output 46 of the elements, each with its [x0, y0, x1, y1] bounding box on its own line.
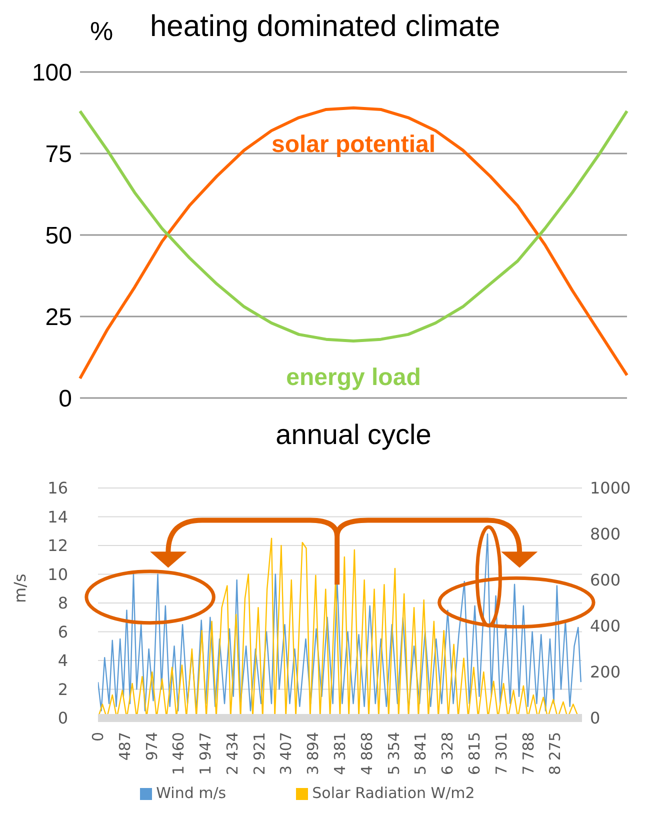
- y-tick-label: 14: [48, 507, 68, 526]
- y-tick-label: 6: [58, 622, 68, 642]
- x-tick-label: 7 788: [519, 732, 538, 775]
- x-tick-label: 2 434: [223, 732, 242, 775]
- y-tick-label: 25: [45, 304, 72, 332]
- x-tick-label: 1 947: [196, 732, 215, 775]
- y-axis-title: %: [90, 16, 114, 47]
- y-tick-label: 16: [48, 478, 68, 498]
- y2-tick-label: 0: [590, 708, 600, 728]
- series-label: energy load: [286, 364, 421, 391]
- x-tick-label: 4 381: [331, 732, 350, 775]
- x-tick-label: 8 275: [546, 732, 564, 775]
- y-tick-label: 100: [32, 60, 72, 87]
- y-tick-label: 2: [58, 680, 68, 699]
- y-tick-label: 8: [58, 594, 68, 613]
- x-tick-label: 5 354: [384, 732, 403, 775]
- y2-tick-label: 200: [590, 662, 621, 682]
- x-tick-label: 7 301: [492, 732, 510, 775]
- y2-tick-label: 400: [590, 616, 621, 636]
- chart-title: heating dominated climate: [150, 10, 500, 44]
- y2-tick-label: 600: [590, 570, 621, 590]
- x-axis-title: annual cycle: [276, 419, 432, 450]
- legend-label: Wind m/s: [156, 784, 226, 802]
- x-tick-label: 4 868: [358, 732, 376, 775]
- x-tick-label: 1 460: [170, 732, 188, 775]
- x-tick-label: 487: [116, 732, 134, 761]
- y-tick-label: 4: [58, 651, 68, 670]
- y-tick-label: 0: [58, 386, 72, 413]
- y-axis-title: m/s: [10, 574, 30, 603]
- x-tick-label: 0: [89, 732, 107, 742]
- y2-tick-label: 1000: [590, 478, 631, 498]
- x-tick-label: 3 407: [277, 732, 296, 775]
- y-tick-label: 0: [58, 708, 68, 728]
- x-tick-label: 974: [142, 732, 161, 761]
- x-tick-label: 6 815: [466, 732, 484, 775]
- series-label: solar potential: [271, 130, 436, 158]
- x-tick-label: 5 841: [412, 732, 430, 775]
- legend-label: Solar Radiation W/m2: [312, 784, 475, 802]
- x-tick-label: 3 894: [304, 732, 322, 775]
- y2-tick-label: 800: [590, 524, 621, 544]
- y-tick-label: 10: [48, 564, 68, 584]
- y-tick-label: 50: [45, 222, 72, 250]
- y-tick-label: 75: [45, 141, 72, 168]
- y-tick-label: 12: [48, 536, 68, 556]
- x-tick-label: 6 328: [438, 732, 457, 775]
- x-tick-label: 2 921: [250, 732, 268, 775]
